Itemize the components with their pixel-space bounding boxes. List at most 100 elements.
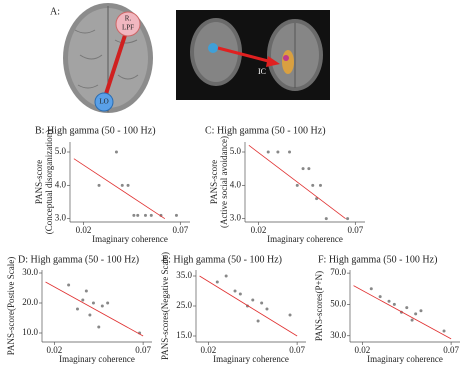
data-point	[387, 299, 391, 303]
data-point	[224, 274, 228, 278]
chart-title: E: High gamma (50 - 100 Hz)	[162, 254, 282, 265]
data-point	[392, 302, 396, 306]
data-point	[132, 213, 136, 217]
x-tick-label: 0.02	[201, 345, 217, 355]
data-point	[405, 306, 409, 310]
data-point	[126, 183, 130, 187]
x-axis-label: Imaginary coherence	[92, 234, 168, 244]
data-point	[238, 292, 242, 296]
data-point	[369, 287, 373, 291]
y-tick-label: 10.0	[22, 327, 38, 337]
x-axis-label: Imaginary coherence	[367, 354, 443, 364]
fit-line	[73, 158, 166, 220]
y-tick-label: 25.0	[176, 300, 192, 310]
y-tick-label: 30.0	[330, 330, 346, 340]
data-point	[260, 301, 264, 305]
data-point	[315, 197, 319, 201]
y-tick-label: 4.0	[230, 179, 242, 189]
brain-top-view	[63, 3, 153, 113]
brain-back-view	[176, 10, 330, 100]
x-tick-label: 0.07	[135, 345, 151, 355]
y-tick-label: 20.0	[22, 297, 38, 307]
data-point	[346, 217, 350, 221]
panel-label: A:	[50, 6, 60, 17]
data-point	[266, 150, 270, 154]
y-tick-label: 3.0	[55, 213, 67, 223]
data-point	[114, 150, 118, 154]
data-point	[307, 167, 311, 171]
y-axis-label: PANS-score	[209, 160, 219, 204]
y-axis-label: PANS-score	[34, 160, 44, 204]
x-tick-label: 0.02	[76, 225, 92, 235]
data-point	[106, 301, 110, 305]
x-tick-label: 0.07	[347, 225, 363, 235]
y-tick-label: 5.0	[230, 146, 242, 156]
data-point	[324, 217, 328, 221]
data-point	[301, 167, 305, 171]
data-point	[288, 313, 292, 317]
data-point	[251, 298, 255, 302]
data-point	[419, 309, 423, 313]
data-point	[378, 295, 382, 299]
data-point	[143, 213, 147, 217]
data-point	[311, 183, 315, 187]
y-tick-label: 15.0	[176, 330, 192, 340]
x-tick-label: 0.02	[251, 225, 267, 235]
node-label: IC	[258, 67, 266, 76]
y-tick-label: 4.0	[55, 179, 67, 189]
chart-title: D: High gamma (50 - 100 Hz)	[18, 254, 139, 265]
data-point	[276, 150, 280, 154]
data-point	[233, 289, 237, 293]
x-tick-label: 0.02	[355, 345, 371, 355]
data-point	[149, 213, 153, 217]
data-point	[265, 307, 269, 311]
y-tick-label: 35.0	[176, 270, 192, 280]
x-tick-label: 0.07	[443, 345, 459, 355]
data-point	[295, 183, 299, 187]
chart-title: F: High gamma (50 - 100 Hz)	[318, 254, 437, 265]
data-point	[120, 183, 124, 187]
chart-title: C: High gamma (50 - 100 Hz)	[205, 125, 326, 136]
data-point	[97, 183, 101, 187]
chart-title: B: High gamma (50 - 100 Hz)	[35, 125, 156, 136]
x-axis-label: Imaginary coherence	[213, 354, 289, 364]
y-tick-label: 5.0	[55, 146, 67, 156]
node-label: LO	[99, 98, 108, 106]
node-label: LPF	[122, 24, 134, 32]
y-tick-label: 50.0	[330, 298, 346, 308]
x-tick-label: 0.07	[172, 225, 188, 235]
x-tick-label: 0.07	[289, 345, 305, 355]
y-axis-label: (Conceptual disorganization)	[44, 130, 54, 235]
node-label: R.	[125, 15, 132, 23]
y-axis-label: PANS-scores(P+N)	[314, 271, 324, 341]
y-axis-label: PANS-score(Postive Scale)	[6, 257, 16, 355]
data-point	[67, 283, 71, 287]
x-axis-label: Imaginary coherence	[59, 354, 135, 364]
fit-line	[199, 275, 298, 337]
data-point	[288, 150, 292, 154]
data-point	[256, 319, 260, 323]
data-point	[442, 329, 446, 333]
y-axis-label: PANS-scores(Negative Scale)	[160, 252, 170, 360]
data-point	[75, 307, 79, 311]
data-point	[100, 304, 104, 308]
data-point	[410, 318, 414, 322]
data-point	[88, 313, 92, 317]
data-point	[81, 298, 85, 302]
data-point	[136, 213, 140, 217]
x-axis-label: Imaginary coherence	[267, 234, 343, 244]
data-point	[414, 312, 418, 316]
data-point	[318, 183, 322, 187]
y-tick-label: 30.0	[22, 267, 38, 277]
fit-line	[353, 285, 452, 340]
data-point	[91, 301, 95, 305]
y-tick-label: 70.0	[330, 267, 346, 277]
y-tick-label: 3.0	[230, 213, 242, 223]
x-tick-label: 0.02	[47, 345, 63, 355]
data-point	[97, 325, 101, 329]
fit-line	[45, 281, 144, 337]
data-point	[174, 213, 178, 217]
data-point	[215, 280, 219, 284]
fit-line	[248, 145, 346, 219]
